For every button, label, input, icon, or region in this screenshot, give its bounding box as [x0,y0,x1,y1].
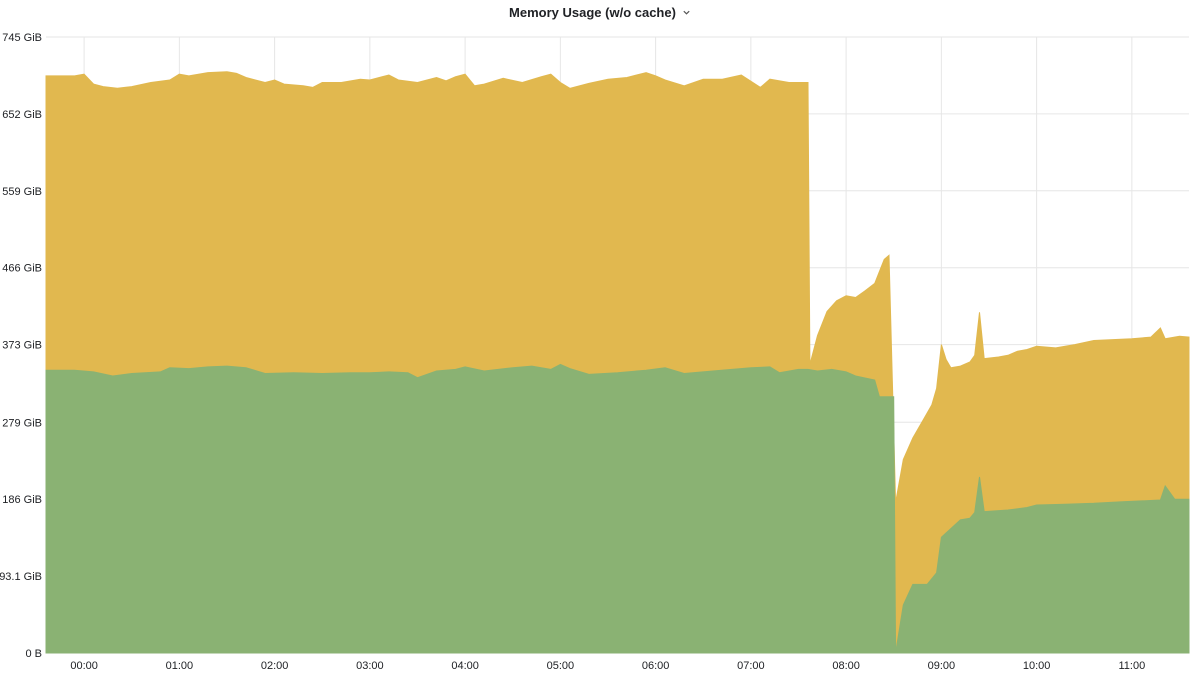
x-tick-label: 05:00 [547,660,575,672]
x-tick-label: 03:00 [356,660,384,672]
y-axis: 0 B 93.1 GiB 186 GiB 279 GiB 373 GiB 466 GiB 5… [0,32,42,660]
x-tick-label: 00:00 [70,660,98,672]
y-tick-label: 93.1 GiB [0,571,42,583]
x-tick-label: 07:00 [737,660,765,672]
x-tick-label: 10:00 [1023,660,1051,672]
y-tick-label: 186 GiB [2,494,42,506]
y-tick-label: 373 GiB [2,340,42,352]
y-tick-label: 745 GiB [2,32,42,44]
chevron-down-icon[interactable] [682,8,691,17]
y-tick-label: 0 B [25,648,42,660]
y-tick-label: 279 GiB [2,417,42,429]
y-tick-label: 466 GiB [2,263,42,275]
panel-header: Memory Usage (w/o cache) [0,0,1200,24]
x-tick-label: 01:00 [166,660,194,672]
y-tick-label: 652 GiB [2,109,42,121]
y-tick-label: 559 GiB [2,186,42,198]
x-tick-label: 06:00 [642,660,670,672]
series-lower-area[interactable] [45,363,1190,654]
x-tick-label: 02:00 [261,660,289,672]
x-tick-label: 11:00 [1118,660,1145,672]
x-tick-label: 04:00 [451,660,479,672]
panel-title-menu[interactable]: Memory Usage (w/o cache) [503,3,697,22]
x-tick-label: 09:00 [928,660,956,672]
x-axis: 00:00 01:00 02:00 03:00 04:00 05:00 06:00 07:00… [70,660,1145,672]
panel-title: Memory Usage (w/o cache) [509,4,676,20]
chart-areas [45,71,1190,654]
x-tick-label: 08:00 [832,660,860,672]
